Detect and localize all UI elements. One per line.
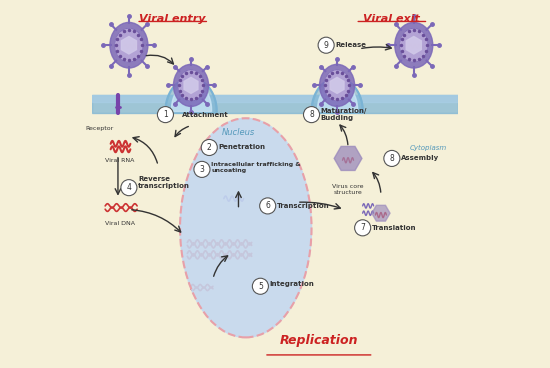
Text: Viral DNA: Viral DNA (105, 220, 135, 226)
Text: 4: 4 (126, 183, 131, 192)
Text: Maturation/
Budding: Maturation/ Budding (321, 108, 367, 121)
Text: Release: Release (336, 42, 366, 48)
Text: 1: 1 (163, 110, 168, 119)
Text: Virus core
structure: Virus core structure (332, 184, 364, 195)
Text: Receptor: Receptor (86, 125, 114, 131)
FancyBboxPatch shape (92, 95, 458, 113)
Text: Transcription: Transcription (277, 203, 329, 209)
Ellipse shape (400, 29, 427, 61)
Text: Reverse
transcription: Reverse transcription (138, 176, 190, 189)
FancyBboxPatch shape (92, 95, 458, 102)
Ellipse shape (110, 22, 148, 68)
Text: Integration: Integration (270, 282, 314, 287)
Ellipse shape (173, 64, 208, 106)
Circle shape (355, 220, 371, 236)
Ellipse shape (116, 29, 142, 61)
Text: Replication: Replication (279, 333, 358, 347)
Text: Nucleus: Nucleus (222, 128, 255, 137)
Text: Attachment: Attachment (182, 112, 229, 118)
Text: 8: 8 (389, 154, 394, 163)
Text: Penetration: Penetration (218, 145, 266, 151)
Text: Intracellular trafficking &
uncoating: Intracellular trafficking & uncoating (211, 162, 301, 173)
Circle shape (252, 278, 268, 294)
Ellipse shape (395, 22, 433, 68)
Text: Viral RNA: Viral RNA (105, 159, 134, 163)
Text: Translation: Translation (372, 225, 416, 231)
Circle shape (194, 161, 210, 177)
Circle shape (384, 151, 400, 166)
Text: 8: 8 (309, 110, 314, 119)
Ellipse shape (179, 71, 203, 100)
Ellipse shape (325, 71, 349, 100)
Text: 2: 2 (207, 143, 212, 152)
Circle shape (260, 198, 276, 214)
Text: 5: 5 (258, 282, 263, 291)
Text: Viral entry: Viral entry (140, 14, 206, 24)
Circle shape (121, 180, 137, 196)
Circle shape (318, 37, 334, 53)
Ellipse shape (180, 118, 311, 337)
Text: 7: 7 (360, 223, 365, 232)
Text: Cytoplasm: Cytoplasm (409, 144, 447, 151)
Circle shape (157, 107, 173, 123)
Text: 9: 9 (324, 41, 328, 50)
Circle shape (201, 139, 217, 156)
Text: 3: 3 (200, 165, 205, 174)
Text: Viral exit: Viral exit (364, 14, 420, 24)
Ellipse shape (320, 64, 355, 106)
Text: Assembly: Assembly (401, 155, 439, 162)
Text: 6: 6 (265, 201, 270, 210)
Circle shape (304, 107, 320, 123)
